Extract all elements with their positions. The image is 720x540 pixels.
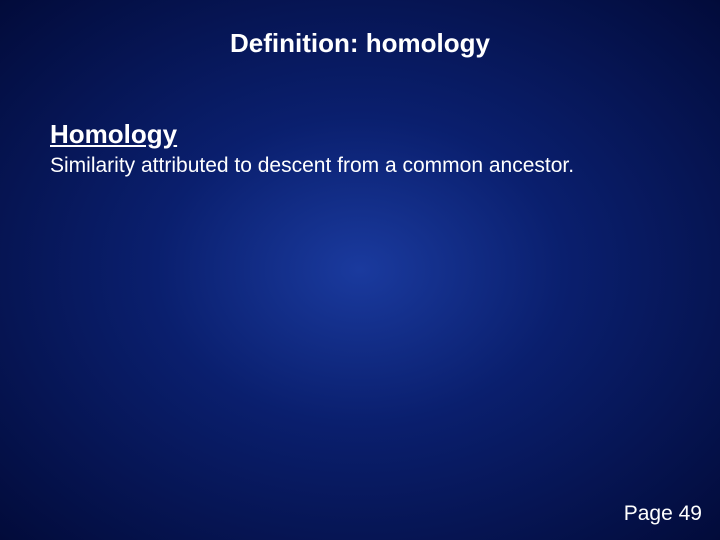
slide-title: Definition: homology: [0, 0, 720, 59]
page-number: Page 49: [624, 502, 702, 526]
term-definition: Similarity attributed to descent from a …: [50, 152, 670, 179]
slide-content: Homology Similarity attributed to descen…: [0, 59, 720, 179]
slide-container: Definition: homology Homology Similarity…: [0, 0, 720, 540]
term-heading: Homology: [50, 119, 670, 150]
